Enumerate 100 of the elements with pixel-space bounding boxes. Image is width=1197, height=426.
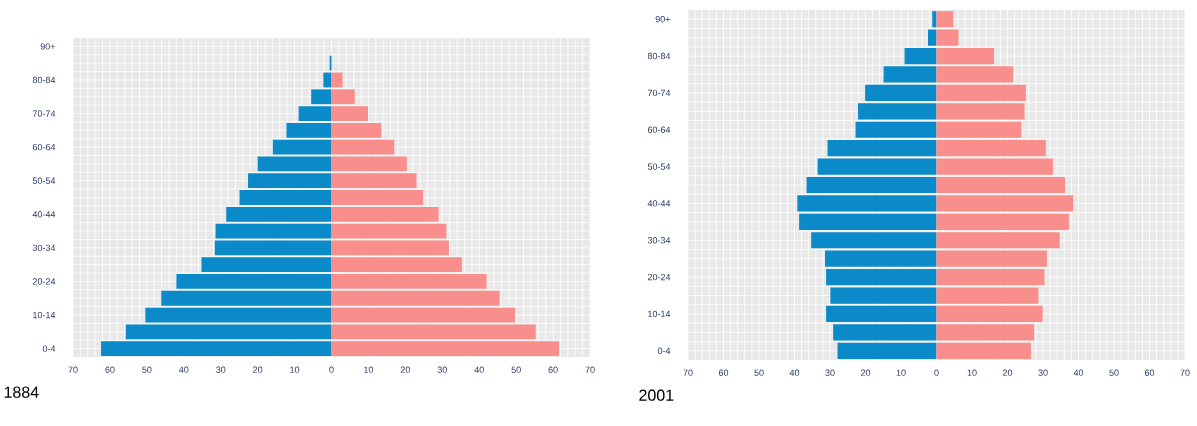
x-tick-label: 20 <box>860 369 871 376</box>
bar <box>927 29 937 46</box>
x-tick-label: 50 <box>142 366 152 373</box>
x-tick-label: 10 <box>290 366 300 373</box>
x-tick-label: 70 <box>1180 369 1190 376</box>
x-tick-label: 40 <box>789 369 800 376</box>
y-tick-label: 60-64 <box>32 143 56 151</box>
bar <box>811 232 937 249</box>
bar <box>936 121 1022 138</box>
bar <box>272 139 332 155</box>
bar <box>936 47 995 65</box>
bar <box>936 195 1074 212</box>
bar <box>331 240 449 256</box>
x-tick-label: 0 <box>329 366 334 373</box>
bar <box>331 106 369 121</box>
bar <box>331 324 536 340</box>
y-tick-label: 70-74 <box>647 89 671 97</box>
bar <box>936 66 1014 83</box>
bar <box>936 250 1047 267</box>
x-tick-label: 20 <box>1002 369 1013 376</box>
x-tick-label: 60 <box>105 366 115 373</box>
bar <box>825 250 937 267</box>
bar <box>176 274 332 289</box>
bar <box>827 140 937 157</box>
y-tick-label: 30-34 <box>647 237 671 244</box>
bar <box>833 324 937 341</box>
y-tick-label: 40-44 <box>32 211 56 218</box>
x-tick-label: 20 <box>253 366 263 373</box>
bar <box>331 341 559 356</box>
bar <box>239 190 332 205</box>
bar <box>248 173 332 189</box>
bar <box>331 122 382 138</box>
y-tick-label: 90+ <box>40 43 56 50</box>
bar <box>936 232 1060 249</box>
x-tick-label: 60 <box>548 366 558 373</box>
bar <box>936 140 1046 157</box>
bar <box>936 29 959 46</box>
bar <box>331 156 407 172</box>
bar <box>331 89 355 105</box>
bar <box>806 176 937 194</box>
y-tick-label: 70-74 <box>32 110 56 117</box>
bar <box>298 106 332 121</box>
bar <box>936 305 1043 323</box>
bar <box>257 156 332 172</box>
x-tick-label: 30 <box>1038 369 1048 376</box>
bar <box>331 72 343 88</box>
bar <box>286 122 332 138</box>
bar <box>797 195 937 212</box>
bar <box>936 269 1045 286</box>
y-tick-label: 10-14 <box>648 310 671 318</box>
y-tick-label: 20-24 <box>32 278 56 285</box>
bar <box>817 158 937 175</box>
bar <box>936 11 954 28</box>
y-tick-label: 90+ <box>655 16 671 23</box>
bar <box>331 223 447 239</box>
bar <box>936 176 1066 194</box>
y-tick-label: 80-84 <box>647 52 671 60</box>
bar <box>311 89 332 105</box>
text: 1884 <box>4 386 39 398</box>
x-tick-label: 30 <box>216 366 226 373</box>
bar <box>331 307 516 323</box>
bar <box>161 290 332 306</box>
x-tick-label: 50 <box>511 366 521 373</box>
bar <box>936 342 1031 359</box>
x-tick-label: 60 <box>718 369 729 376</box>
bar <box>936 287 1039 304</box>
x-tick-label: 10 <box>896 369 906 376</box>
bar <box>331 206 439 222</box>
x-tick-label: 70 <box>68 366 78 373</box>
x-tick-label: 40 <box>1073 369 1084 376</box>
bar <box>936 158 1053 175</box>
x-tick-label: 70 <box>585 366 595 373</box>
y-tick-label: 50-54 <box>647 163 671 170</box>
x-tick-label: 50 <box>1109 369 1119 376</box>
bar <box>855 121 937 138</box>
bar <box>883 66 937 83</box>
bar <box>201 257 332 273</box>
bar <box>323 72 332 88</box>
x-tick-label: 50 <box>754 369 764 376</box>
bar <box>865 84 937 101</box>
bar <box>214 240 332 256</box>
bar <box>331 290 500 306</box>
bar <box>331 139 395 155</box>
y-tick-label: 10-14 <box>33 311 56 319</box>
bar <box>226 206 332 222</box>
bar <box>830 287 937 304</box>
bar <box>904 47 937 65</box>
x-tick-label: 70 <box>683 369 693 376</box>
bar <box>331 274 487 289</box>
x-tick-label: 60 <box>1144 369 1155 376</box>
y-tick-label: 60-64 <box>647 126 671 133</box>
bar <box>932 11 937 28</box>
bar <box>331 173 417 189</box>
x-tick-label: 30 <box>437 366 447 373</box>
bar <box>936 324 1035 341</box>
bar <box>101 341 332 356</box>
y-tick-label: 50-54 <box>32 177 56 184</box>
y-tick-label: 80-84 <box>32 76 56 84</box>
bar <box>331 190 424 205</box>
x-tick-label: 30 <box>825 369 835 376</box>
